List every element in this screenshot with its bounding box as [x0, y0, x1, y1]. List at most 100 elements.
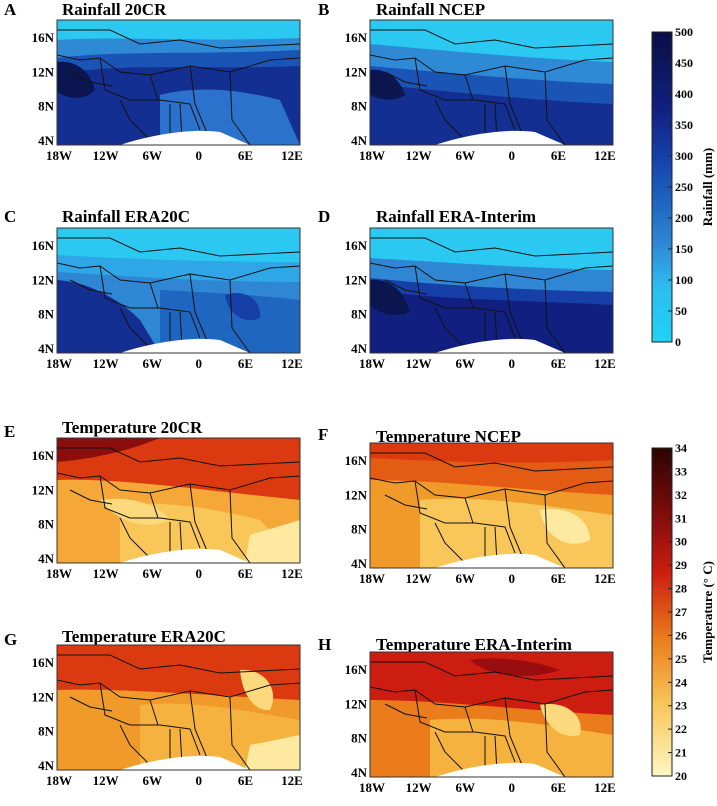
rainfall-tick-500: 500: [675, 25, 693, 39]
y-tick-G-16N: 16N: [32, 655, 55, 670]
temperature-tick-34: 34: [675, 441, 687, 455]
y-tick-B-16N: 16N: [345, 30, 368, 45]
x-tick-H-12W: 12W: [406, 780, 432, 795]
rainfall-colorbar: 0 50 100 150 200 250 300 350 400 450 500 Rainfall …: [651, 25, 715, 349]
x-tick-E-18W: 18W: [46, 566, 72, 581]
panel-letter-A: A: [4, 0, 17, 19]
x-tick-G-6E: 6E: [238, 773, 253, 788]
panel-title-C: Rainfall ERA20C: [62, 207, 190, 226]
temperature-tick-26: 26: [675, 628, 687, 642]
y-tick-A-16N: 16N: [32, 30, 55, 45]
y-tick-F-12N: 12N: [345, 487, 368, 502]
temperature-tick-33: 33: [675, 464, 687, 478]
x-tick-F-6W: 6W: [455, 571, 475, 586]
x-tick-H-6W: 6W: [455, 780, 475, 795]
temperature-tick-24: 24: [675, 675, 687, 689]
y-tick-C-16N: 16N: [32, 238, 55, 253]
panel-title-D: Rainfall ERA-Interim: [376, 207, 536, 226]
panel-A: A Rainfall 20CR: [4, 0, 301, 146]
x-tick-H-0: 0: [509, 780, 516, 795]
panel-letter-G: G: [4, 630, 17, 649]
x-tick-C-12W: 12W: [93, 356, 119, 371]
x-tick-G-0: 0: [196, 773, 203, 788]
y-tick-H-8N: 8N: [351, 731, 368, 746]
rainfall-tick-100: 100: [675, 273, 693, 287]
rainfall-tick-450: 450: [675, 56, 693, 70]
x-tick-F-12W: 12W: [406, 571, 432, 586]
x-tick-F-6E: 6E: [551, 571, 566, 586]
y-tick-D-12N: 12N: [345, 272, 368, 287]
y-tick-A-12N: 12N: [32, 64, 55, 79]
panel-letter-H: H: [318, 635, 331, 654]
x-tick-D-6E: 6E: [551, 356, 566, 371]
temperature-tick-27: 27: [675, 605, 687, 619]
panel-title-B: Rainfall NCEP: [376, 0, 485, 19]
x-tick-H-18W: 18W: [359, 780, 385, 795]
y-tick-H-16N: 16N: [345, 662, 368, 677]
y-tick-C-8N: 8N: [38, 307, 55, 322]
x-tick-F-0: 0: [509, 571, 516, 586]
map-C: [57, 228, 300, 353]
x-tick-D-18W: 18W: [359, 356, 385, 371]
x-tick-A-6E: 6E: [238, 148, 253, 163]
y-tick-F-4N: 4N: [351, 556, 368, 571]
panel-D: D Rainfall ERA-Interim: [318, 207, 614, 354]
x-tick-B-6E: 6E: [551, 148, 566, 163]
x-tick-C-18W: 18W: [46, 356, 72, 371]
x-tick-B-6W: 6W: [455, 148, 475, 163]
panel-letter-D: D: [318, 207, 330, 226]
x-tick-E-6W: 6W: [142, 566, 162, 581]
y-tick-E-12N: 12N: [32, 482, 55, 497]
y-tick-A-4N: 4N: [38, 133, 55, 148]
x-tick-G-18W: 18W: [46, 773, 72, 788]
temperature-colorbar-ticks: 20 21 22 23 24 25 26 27 28 29 30 31 32 33 34: [668, 441, 687, 783]
y-tick-G-4N: 4N: [38, 758, 55, 773]
x-tick-D-6W: 6W: [455, 356, 475, 371]
rainfall-tick-350: 350: [675, 118, 693, 132]
panel-title-A: Rainfall 20CR: [62, 0, 167, 19]
panel-title-H: Temperature ERA-Interim: [376, 635, 572, 654]
temperature-tick-23: 23: [675, 699, 687, 713]
x-tick-E-12W: 12W: [93, 566, 119, 581]
y-tick-H-4N: 4N: [351, 765, 368, 780]
x-tick-G-6W: 6W: [142, 773, 162, 788]
x-tick-B-12E: 12E: [594, 148, 616, 163]
map-G: [57, 645, 300, 770]
temperature-tick-25: 25: [675, 652, 687, 666]
x-tick-C-0: 0: [196, 356, 203, 371]
rainfall-tick-50: 50: [675, 304, 687, 318]
x-tick-B-0: 0: [509, 148, 516, 163]
temperature-tick-22: 22: [675, 722, 687, 736]
x-tick-C-12E: 12E: [281, 356, 303, 371]
panel-title-G: Temperature ERA20C: [62, 627, 226, 646]
panel-letter-C: C: [4, 207, 16, 226]
rainfall-tick-0: 0: [675, 335, 681, 349]
x-tick-E-6E: 6E: [238, 566, 253, 581]
rainfall-colorbar-label: Rainfall (mm): [700, 148, 715, 226]
panel-title-E: Temperature 20CR: [62, 418, 203, 437]
rainfall-colorbar-ticks: 0 50 100 150 200 250 300 350 400 450 500: [668, 25, 693, 349]
y-tick-E-16N: 16N: [32, 448, 55, 463]
panel-letter-E: E: [4, 422, 15, 441]
panel-letter-F: F: [318, 425, 328, 444]
panel-F: F Temperature NCEP: [318, 425, 614, 569]
panel-C: C Rainfall ERA20C: [4, 207, 301, 354]
x-tick-H-6E: 6E: [551, 780, 566, 795]
x-tick-A-12W: 12W: [93, 148, 119, 163]
panel-G: G Temperature ERA20C: [4, 627, 301, 771]
rainfall-tick-200: 200: [675, 211, 693, 225]
x-tick-A-6W: 6W: [142, 148, 162, 163]
panel-title-F: Temperature NCEP: [376, 427, 521, 446]
y-tick-E-8N: 8N: [38, 517, 55, 532]
y-tick-F-16N: 16N: [345, 453, 368, 468]
panel-B: B Rainfall NCEP: [318, 0, 614, 146]
x-tick-G-12W: 12W: [93, 773, 119, 788]
panel-E: E Temperature 20CR: [4, 418, 301, 564]
y-tick-F-8N: 8N: [351, 522, 368, 537]
x-tick-B-12W: 12W: [406, 148, 432, 163]
panel-letter-B: B: [318, 0, 329, 19]
y-tick-C-12N: 12N: [32, 272, 55, 287]
y-tick-H-12N: 12N: [345, 696, 368, 711]
